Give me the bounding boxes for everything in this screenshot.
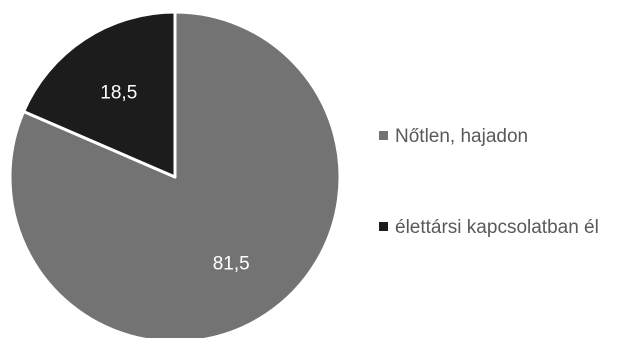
legend-label-0: Nőtlen, hajadon [395,126,528,147]
legend-swatch-1 [379,222,388,231]
pie-slice-1 [22,10,177,179]
pie-data-labels: 81,5 18,5 [100,83,249,275]
legend-swatch-0 [379,131,388,140]
data-label-1: 18,5 [100,83,137,104]
pie-slices [8,10,342,338]
legend-label-1: élettársi kapcsolatban él [395,217,599,238]
data-label-0: 81,5 [213,254,250,275]
legend: Nőtlen, hajadon élettársi kapcsolatban é… [379,126,599,238]
